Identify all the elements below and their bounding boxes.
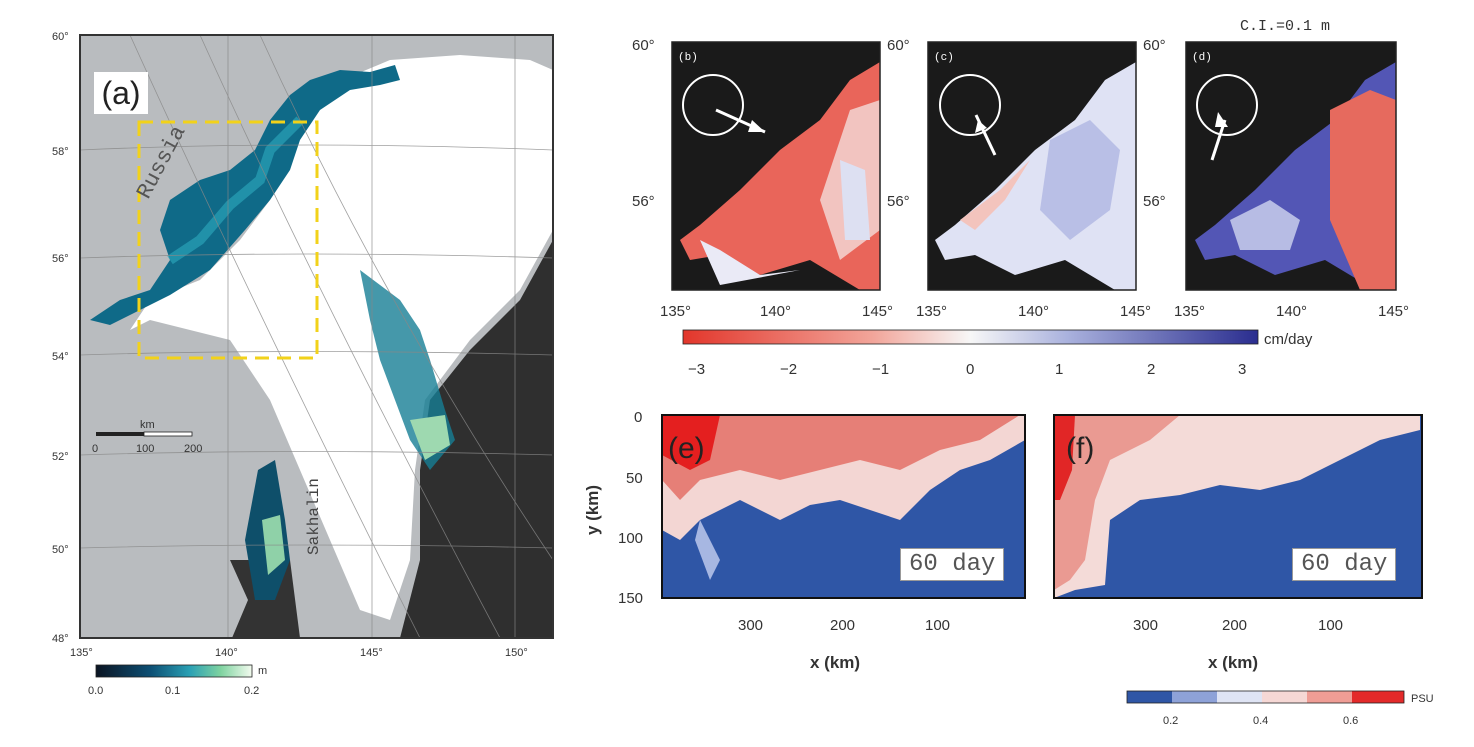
colorbar-a-tick-2: 0.2: [244, 685, 259, 697]
lat-label-50: 50°: [52, 544, 69, 556]
panel-d: [1185, 41, 1397, 291]
scale-bar: [96, 431, 193, 437]
f-xtick-100: 100: [1318, 617, 1343, 634]
panel-e-day-label: 60 day: [900, 548, 1005, 581]
d-lon-135: 135°: [1174, 303, 1205, 320]
panel-f-day-label: 60 day: [1292, 548, 1397, 581]
c-lon-145: 145°: [1120, 303, 1151, 320]
c-lon-135: 135°: [916, 303, 947, 320]
colorbar-bcd-tick-m3: −3: [688, 361, 705, 378]
panel-d-label: (d): [1192, 52, 1212, 64]
bcd-lat-56-right: 56°: [1143, 193, 1166, 210]
lat-label-60: 60°: [52, 31, 69, 43]
colorbar-bcd-tick-3: 3: [1238, 361, 1246, 378]
scale-tick-0: 0: [92, 443, 98, 455]
study-area-box: [137, 120, 319, 360]
sea-ice-area: [130, 55, 553, 620]
bcd-lat-60-right: 60°: [1143, 37, 1166, 54]
bcd-lat-56-left: 56°: [632, 193, 655, 210]
lon-label-140: 140°: [215, 647, 238, 659]
f-xlabel: x (km): [1208, 653, 1258, 672]
panel-a-label: (a): [94, 72, 148, 114]
f-xtick-300: 300: [1133, 617, 1158, 634]
c-lon-140: 140°: [1018, 303, 1049, 320]
colorbar-bcd-tick-m2: −2: [780, 361, 797, 378]
scale-tick-200: 200: [184, 443, 202, 455]
e-ytick-100: 100: [618, 530, 643, 547]
e-ytick-150: 150: [618, 590, 643, 607]
colorbar-psu-tick-04: 0.4: [1253, 715, 1268, 727]
colorbar-a-tick-0: 0.0: [88, 685, 103, 697]
panel-b: [671, 41, 881, 291]
contour-interval: C.I.=0.1 m: [1240, 18, 1330, 35]
colorbar-bcd: [682, 329, 1259, 345]
lat-label-54: 54°: [52, 351, 69, 363]
colorbar-a-tick-1: 0.1: [165, 685, 180, 697]
panel-e-label: (e): [668, 432, 705, 465]
colorbar-bcd-unit: cm/day: [1264, 331, 1313, 348]
colorbar-bcd-tick-2: 2: [1147, 361, 1155, 378]
panel-f-label: (f): [1066, 432, 1095, 465]
d-lon-140: 140°: [1276, 303, 1307, 320]
lat-label-52: 52°: [52, 451, 69, 463]
scale-tick-100: 100: [136, 443, 154, 455]
graticule: [79, 34, 554, 639]
lat-label-58: 58°: [52, 146, 69, 158]
e-xlabel: x (km): [810, 653, 860, 672]
panel-c-label: (c): [934, 52, 954, 64]
e-xtick-100: 100: [925, 617, 950, 634]
e-ytick-0: 0: [634, 409, 642, 426]
panel-a-frame: [79, 34, 554, 639]
colorbar-psu-unit: PSU: [1411, 693, 1434, 705]
d-lon-145: 145°: [1378, 303, 1409, 320]
colorbar-psu-tick-02: 0.2: [1163, 715, 1178, 727]
scale-unit: km: [140, 419, 155, 431]
e-ytick-50: 50: [626, 470, 643, 487]
lat-label-56: 56°: [52, 253, 69, 265]
lon-label-145: 145°: [360, 647, 383, 659]
label-sakhalin: Sakhalin: [305, 478, 323, 555]
bcd-lat-60-left: 60°: [632, 37, 655, 54]
e-xtick-200: 200: [830, 617, 855, 634]
panel-c: [927, 41, 1137, 291]
colorbar-a: [95, 664, 253, 678]
ef-ylabel: y (km): [583, 485, 602, 535]
bcd-lat-56-mid: 56°: [887, 193, 910, 210]
b-lon-135: 135°: [660, 303, 691, 320]
b-lon-140: 140°: [760, 303, 791, 320]
colorbar-bcd-tick-m1: −1: [872, 361, 889, 378]
e-xtick-300: 300: [738, 617, 763, 634]
lon-label-135: 135°: [70, 647, 93, 659]
lat-label-48: 48°: [52, 633, 69, 645]
coast-ice-east-light: [410, 415, 450, 460]
b-lon-145: 145°: [862, 303, 893, 320]
colorbar-a-unit: m: [258, 665, 267, 677]
panel-b-label: (b): [678, 52, 698, 64]
colorbar-bcd-tick-1: 1: [1055, 361, 1063, 378]
f-xtick-200: 200: [1222, 617, 1247, 634]
lon-label-150: 150°: [505, 647, 528, 659]
colorbar-psu: [1126, 690, 1405, 704]
colorbar-bcd-tick-0: 0: [966, 361, 974, 378]
colorbar-psu-tick-06: 0.6: [1343, 715, 1358, 727]
bcd-lat-60-mid: 60°: [887, 37, 910, 54]
